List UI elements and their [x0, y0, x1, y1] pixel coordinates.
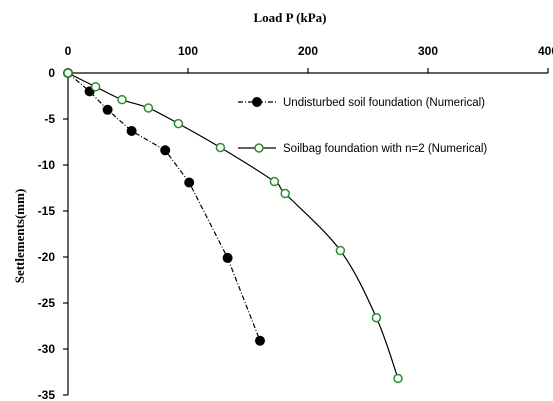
data-point-soilbag: [173, 118, 184, 129]
y-tick-label: -35: [38, 388, 56, 401]
data-point-soilbag: [143, 103, 154, 113]
legend-item-soilbag: Soilbag foundation with n=2 (Numerical): [238, 143, 487, 155]
y-tick-label: -25: [38, 296, 56, 310]
data-point-soilbag: [63, 68, 73, 78]
x-tick-label: 0: [65, 44, 72, 58]
data-point-soilbag: [371, 312, 382, 323]
y-tick-label: 0: [48, 66, 55, 80]
x-tick-label: 200: [298, 44, 318, 58]
x-axis-label: Load P (kPa): [254, 10, 327, 25]
legend-label-soilbag: Soilbag foundation with n=2 (Numerical): [283, 143, 487, 155]
data-point-soilbag: [90, 82, 101, 92]
y-tick-label: -5: [44, 112, 55, 126]
data-point-soilbag: [117, 94, 127, 105]
legend: Undisturbed soil foundation (Numerical) …: [238, 97, 487, 155]
data-point-undisturbed: [102, 104, 113, 115]
x-tick-label: 300: [418, 44, 438, 58]
series-line-undisturbed: [67, 72, 261, 341]
y-tick-label: -10: [38, 158, 56, 172]
legend-marker-soilbag: [254, 143, 264, 153]
legend-marker-undisturbed: [252, 97, 262, 107]
y-tick-label: -30: [38, 342, 56, 356]
series-layer: [63, 68, 403, 384]
data-point-undisturbed: [184, 177, 195, 188]
data-point-undisturbed: [255, 335, 265, 346]
data-point-soilbag: [215, 142, 226, 153]
data-point-soilbag: [393, 373, 403, 384]
data-point-undisturbed: [160, 145, 171, 156]
axes: 0 100 200 300 400 0 -5 -10 -15 -20 -25 -30 -35: [38, 44, 553, 401]
data-point-soilbag: [335, 245, 346, 256]
y-axis-label: Settlements(mm): [12, 189, 27, 284]
data-point-soilbag: [280, 188, 290, 199]
data-point-soilbag: [269, 176, 280, 187]
legend-item-undisturbed: Undisturbed soil foundation (Numerical): [238, 97, 485, 109]
data-point-undisturbed: [222, 252, 233, 263]
y-tick-label: -15: [38, 204, 56, 218]
data-point-undisturbed: [126, 125, 137, 136]
x-tick-label: 400: [538, 44, 553, 58]
legend-label-undisturbed: Undisturbed soil foundation (Numerical): [283, 97, 485, 109]
y-tick-label: -20: [38, 250, 56, 264]
x-tick-label: 100: [178, 44, 198, 58]
